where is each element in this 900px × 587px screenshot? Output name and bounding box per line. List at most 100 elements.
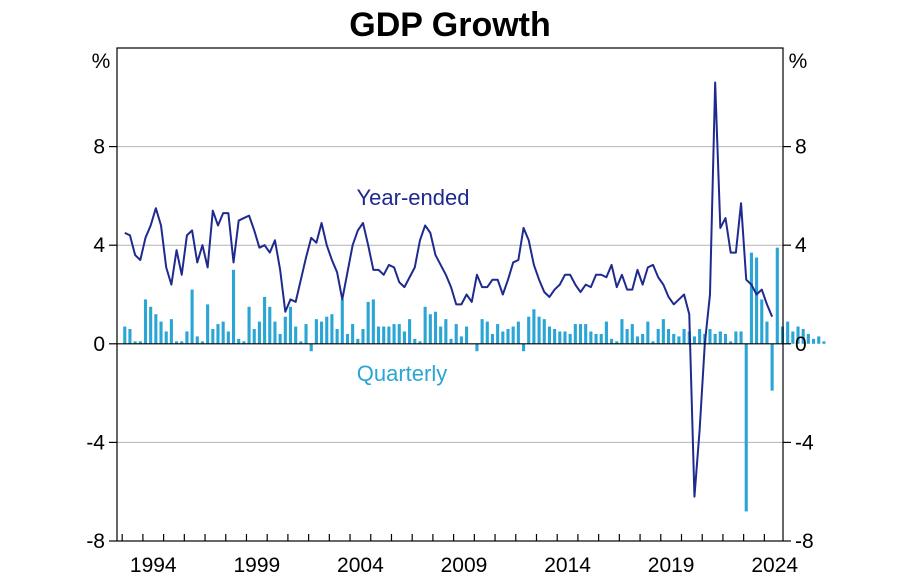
quarterly-bar xyxy=(330,314,334,344)
quarterly-bar xyxy=(749,252,753,344)
quarterly-bar xyxy=(501,331,505,344)
quarterly-bar xyxy=(760,299,764,344)
quarterly-bar xyxy=(371,299,375,344)
quarterly-bar xyxy=(796,326,800,344)
quarterly-bar xyxy=(568,333,572,344)
quarterly-bar xyxy=(345,333,350,344)
quarterly-bar xyxy=(682,329,686,344)
quarterly-bar xyxy=(288,306,293,344)
quarterly-bar xyxy=(283,316,287,344)
quarterly-bar xyxy=(138,341,142,344)
quarterly-bar xyxy=(775,247,779,344)
x-tick-label: 1994 xyxy=(130,554,177,577)
y-tick-label-right: 0 xyxy=(795,333,807,356)
x-tick-label: 2019 xyxy=(648,554,695,577)
quarterly-bar xyxy=(216,324,220,344)
quarterly-bar xyxy=(159,321,163,344)
quarterly-bar xyxy=(169,319,173,344)
y-tick-label-left: 4 xyxy=(93,234,105,257)
quarterly-bar xyxy=(563,331,567,344)
quarterly-bar xyxy=(806,333,810,344)
quarterly-bar xyxy=(221,321,225,344)
quarterly-bar xyxy=(309,343,313,352)
plot-frame xyxy=(116,47,784,542)
quarterly-bar xyxy=(459,336,463,344)
quarterly-bar xyxy=(485,321,489,344)
quarterly-bar xyxy=(237,338,241,344)
chart-title: GDP Growth xyxy=(349,6,551,44)
quarterly-bar xyxy=(413,338,417,344)
quarterly-bar xyxy=(511,326,515,344)
y-tick-label-right: 4 xyxy=(795,234,807,257)
quarterly-bar xyxy=(516,321,520,344)
quarterly-bar xyxy=(589,331,593,344)
quarterly-bar xyxy=(744,343,748,512)
quarterly-bar xyxy=(123,326,127,344)
quarterly-bar xyxy=(143,299,148,344)
quarterly-bar xyxy=(242,341,246,344)
quarterly-bar xyxy=(610,338,614,344)
quarterly-bar xyxy=(465,326,469,344)
y-unit-left: % xyxy=(92,50,111,73)
quarterly-bar xyxy=(594,333,598,344)
quarterly-bar xyxy=(433,311,438,344)
quarterly-bar xyxy=(454,324,458,344)
quarterly-bar xyxy=(175,341,179,344)
quarterly-bar xyxy=(651,341,655,344)
quarterly-bar xyxy=(231,269,236,344)
quarterly-bar xyxy=(698,329,702,344)
quarterly-bar xyxy=(340,299,344,344)
quarterly-bar xyxy=(713,333,717,344)
quarterly-bar xyxy=(532,309,536,344)
quarterly-bar xyxy=(527,316,531,344)
year-ended-line-group xyxy=(124,81,774,498)
quarterly-bar xyxy=(542,319,546,344)
quarterly-bar xyxy=(314,319,318,344)
quarterly-bar xyxy=(718,331,722,344)
quarterly-bar xyxy=(304,324,308,344)
quarterly-bar xyxy=(708,329,712,344)
quarterly-bar xyxy=(770,343,774,391)
quarterly-bar xyxy=(149,306,153,344)
year-ended-line xyxy=(124,81,774,498)
quarterly-bar xyxy=(444,319,448,344)
quarterly-bar xyxy=(677,336,681,344)
quarterly-bar xyxy=(692,336,696,344)
quarterly-bar xyxy=(263,296,267,344)
quarterly-bar xyxy=(387,326,391,344)
quarterly-bar xyxy=(599,333,603,344)
quarterly-bar xyxy=(801,329,805,344)
quarterly-bar xyxy=(490,333,495,344)
quarterly-bar xyxy=(723,333,728,344)
quarterly-bar xyxy=(200,341,205,344)
quarterly-bar xyxy=(154,314,158,344)
quarterly-bar xyxy=(475,343,479,352)
quarterly-bar xyxy=(195,336,199,344)
quarterly-bar xyxy=(211,329,215,344)
quarterly-bar xyxy=(252,329,256,344)
quarterly-bar xyxy=(578,324,583,344)
quarterly-bar xyxy=(325,316,329,344)
quarterly-bar xyxy=(573,324,577,344)
axis-ticks: -8 -8 -4 -4 0 0 4 4 8 8 1994 1999 2004 2009 2014 2019 20… xyxy=(86,136,814,577)
quarterly-bar xyxy=(620,319,624,344)
quarterly-bar xyxy=(278,333,282,344)
quarterly-bar xyxy=(521,343,526,352)
quarterly-bar xyxy=(558,331,562,344)
quarterly-bar xyxy=(661,319,665,344)
quarterly-bar xyxy=(547,326,551,344)
y-tick-label-right: 8 xyxy=(795,136,807,159)
x-tick-label: 2004 xyxy=(337,554,384,577)
x-tick-label: 1999 xyxy=(233,554,280,577)
quarterly-bar xyxy=(439,326,443,344)
quarterly-bar xyxy=(506,329,510,344)
quarterly-bars xyxy=(123,247,826,512)
quarterly-bar xyxy=(335,329,339,344)
quarterly-bar xyxy=(734,331,738,344)
quarterly-bar xyxy=(480,319,484,344)
quarterly-bar xyxy=(361,329,365,344)
quarterly-bar xyxy=(226,331,230,344)
x-tick-label: 2014 xyxy=(544,554,591,577)
quarterly-bar xyxy=(294,326,298,344)
